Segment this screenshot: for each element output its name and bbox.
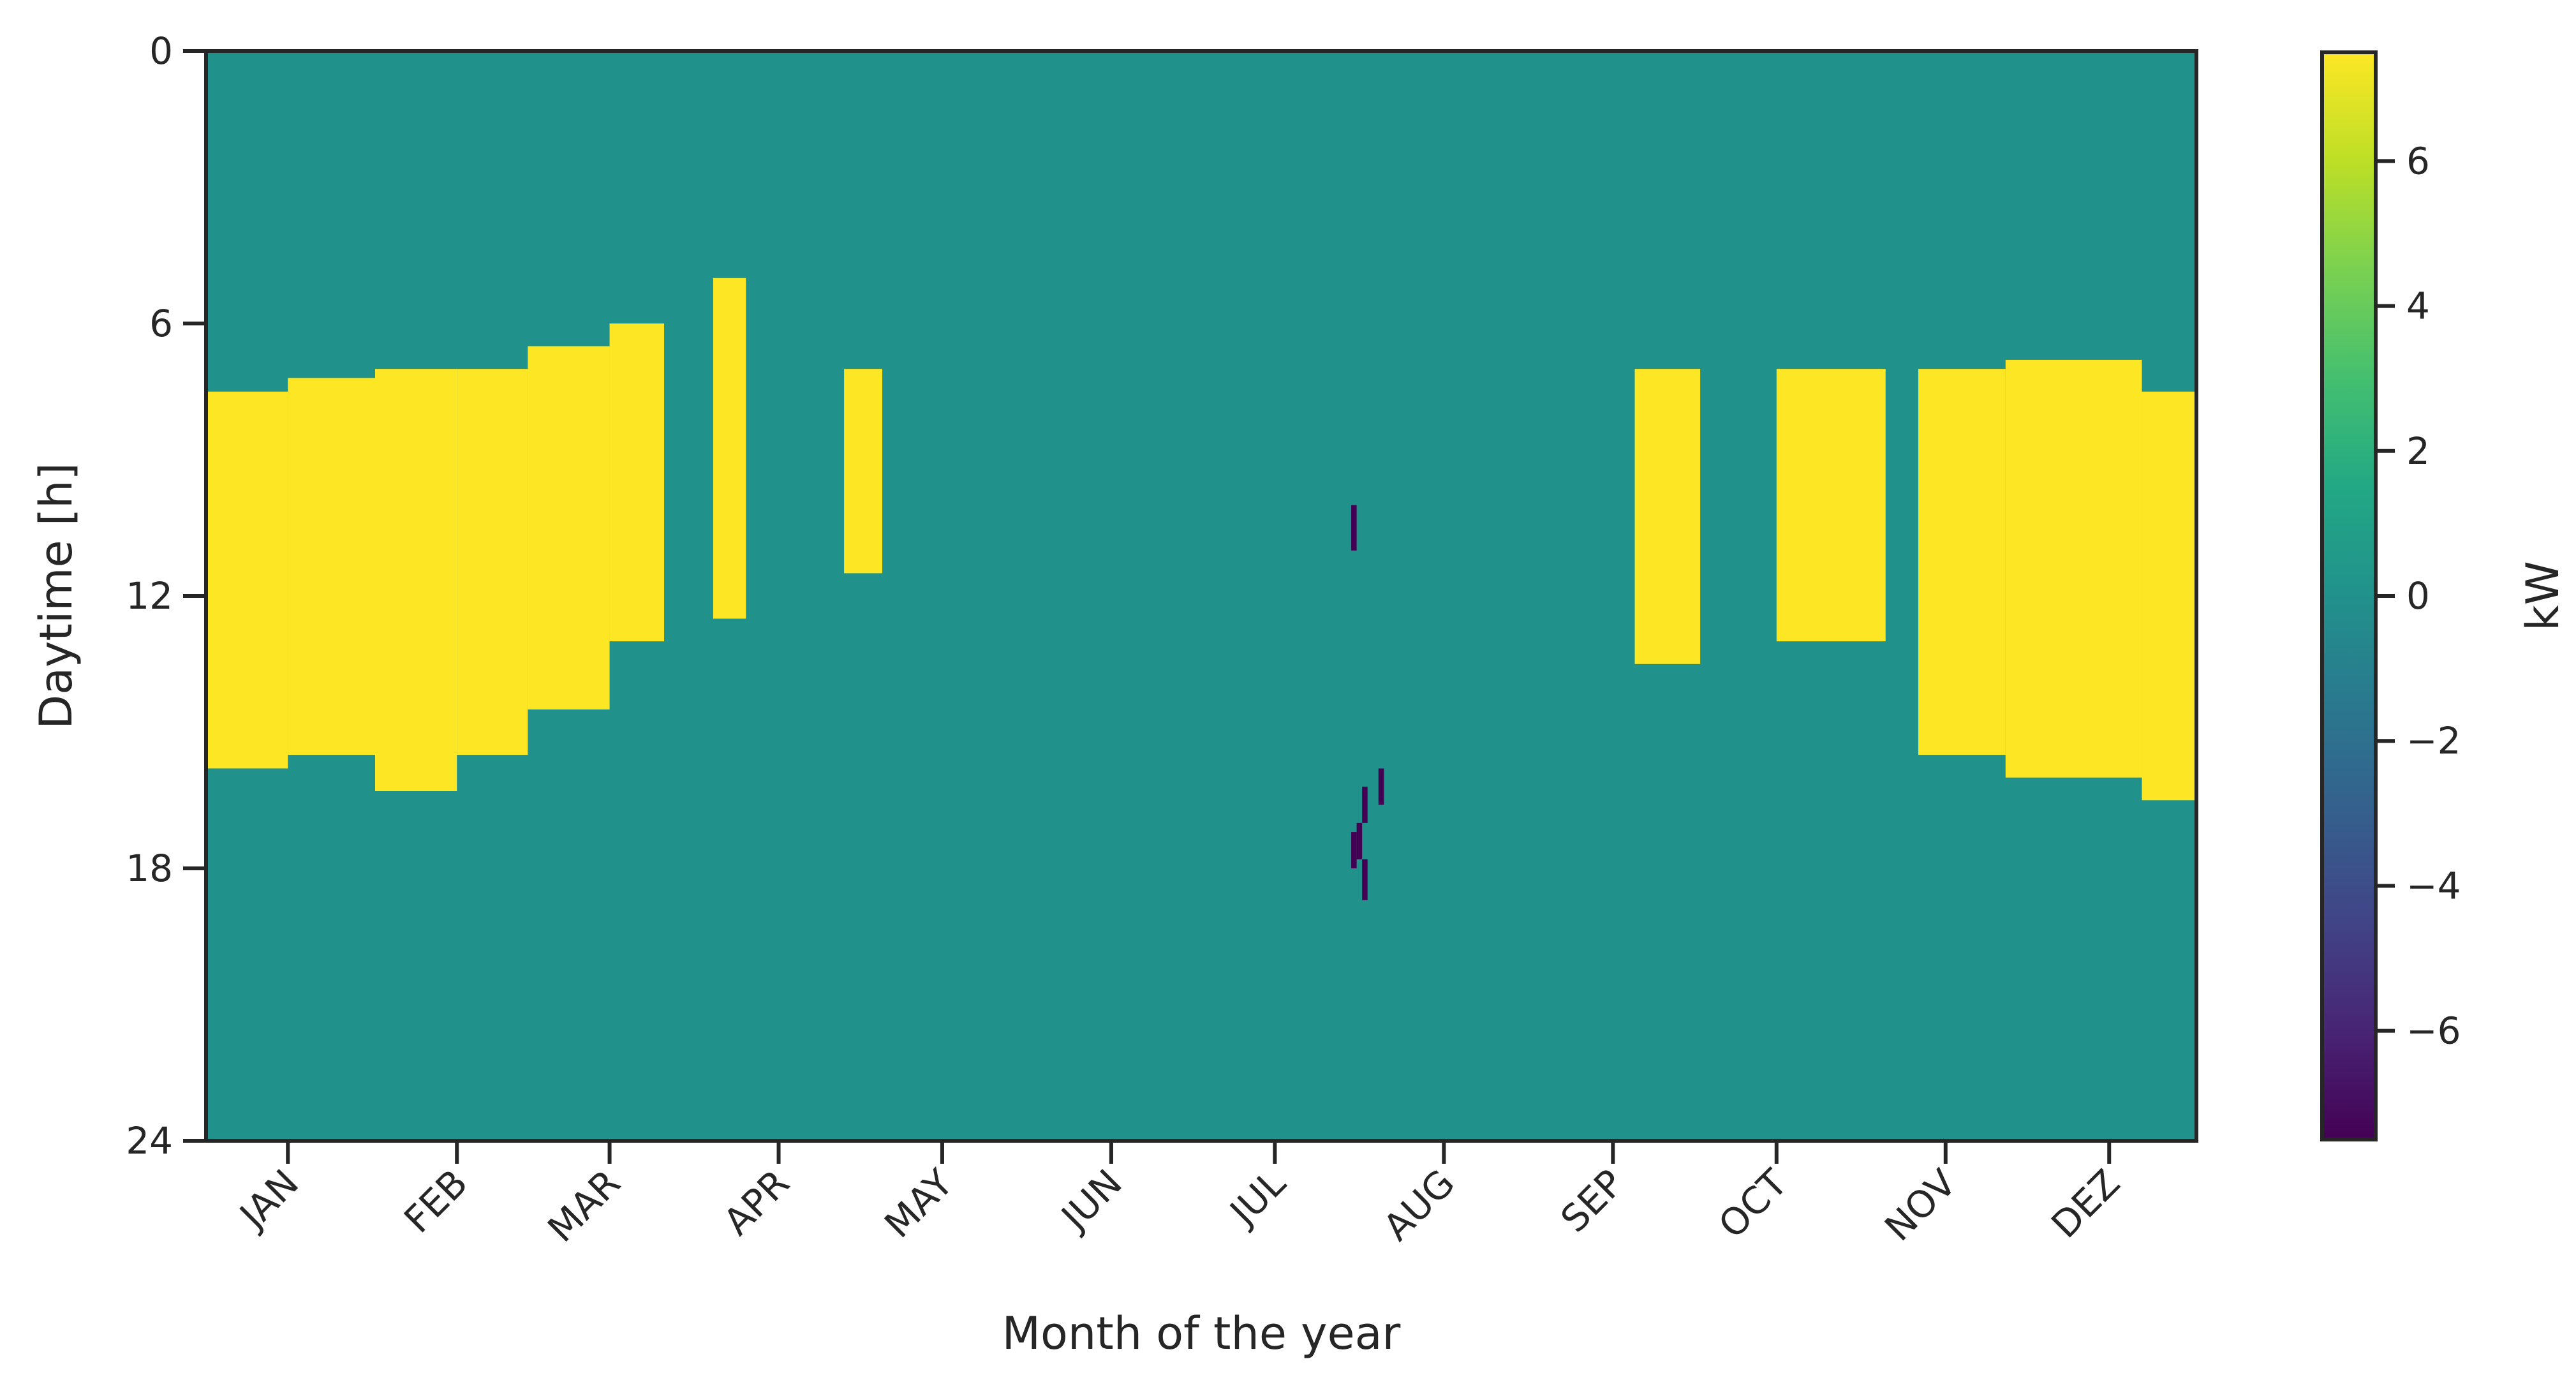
- heatmap-cell-0: [206, 391, 288, 769]
- heatmap-cell-9: [1776, 369, 1886, 642]
- x-tick-label-0: JAN: [230, 1161, 307, 1238]
- x-tick-label-3: APR: [715, 1161, 797, 1244]
- colorbar-tick-label-5: −4: [2406, 864, 2461, 907]
- heatmap-cell-7: [844, 369, 882, 574]
- heatmap-cell-4: [528, 346, 610, 709]
- heatmap-cell-12: [2142, 391, 2196, 801]
- heatmap-cell-6: [713, 278, 746, 619]
- x-tick-label-7: AUG: [1375, 1161, 1463, 1249]
- x-tick-label-2: MAR: [539, 1161, 628, 1251]
- x-tick-label-5: JUN: [1052, 1161, 1130, 1240]
- colorbar-tick-label-1: 4: [2406, 285, 2430, 328]
- x-tick-label-4: MAY: [876, 1161, 961, 1246]
- x-tick-label-9: OCT: [1710, 1161, 1796, 1246]
- colorbar-tick-label-4: −2: [2406, 719, 2461, 762]
- x-tick-label-8: SEP: [1552, 1161, 1632, 1241]
- plot-area: [204, 49, 2198, 1143]
- x-tick-label-11: DEZ: [2043, 1161, 2128, 1247]
- y-tick-label-1: 6: [149, 302, 173, 345]
- heatmap-cell-5: [609, 323, 665, 642]
- y-axis-title: Daytime [h]: [30, 463, 82, 729]
- x-axis-title: Month of the year: [1002, 1307, 1401, 1360]
- heatmap-cell-11: [2005, 359, 2142, 778]
- colorbar-tick-label-0: 6: [2406, 139, 2430, 182]
- x-axis-ticks: JAN FEB MAR APR MAY JUN JUL AUG SEP OCT NOV DEZ: [230, 1141, 2128, 1251]
- heatmap-cell-8: [1634, 369, 1701, 664]
- heatmap-cell-15: [1378, 768, 1384, 805]
- heatmap-cell-10: [1918, 369, 2006, 755]
- y-tick-label-4: 24: [126, 1119, 173, 1162]
- colorbar-tick-label-2: 2: [2406, 429, 2430, 473]
- heatmap-cell-18: [1362, 859, 1368, 900]
- y-tick-label-0: 0: [149, 29, 173, 73]
- colorbar: 6 4 2 0 −2 −4 −6 kW: [2320, 50, 2569, 1141]
- heatmap-cell-2: [374, 369, 457, 792]
- colorbar-gradient: [2322, 52, 2376, 1140]
- x-tick-label-1: FEB: [396, 1161, 476, 1242]
- y-tick-label-3: 18: [126, 847, 173, 890]
- heatmap-cell-1: [288, 378, 375, 755]
- heatmap-cell-16: [1351, 832, 1357, 868]
- colorbar-label: kW: [2517, 561, 2569, 631]
- y-tick-label-2: 12: [126, 574, 173, 618]
- colorbar-tick-label-6: −6: [2406, 1009, 2461, 1053]
- x-tick-label-6: JUL: [1220, 1161, 1294, 1235]
- colorbar-ticks: 6 4 2 0 −2 −4 −6: [2376, 139, 2461, 1053]
- heatmap-cell-13: [1351, 505, 1357, 551]
- heatmap-cell-17: [1356, 822, 1363, 859]
- heatmap-cell-3: [457, 369, 528, 755]
- heatmap-cells: [206, 278, 2196, 900]
- heatmap-cell-14: [1362, 786, 1368, 823]
- x-tick-label-10: NOV: [1876, 1161, 1965, 1250]
- y-axis-ticks: 0 6 12 18 24: [126, 29, 206, 1162]
- colorbar-tick-label-3: 0: [2406, 574, 2430, 618]
